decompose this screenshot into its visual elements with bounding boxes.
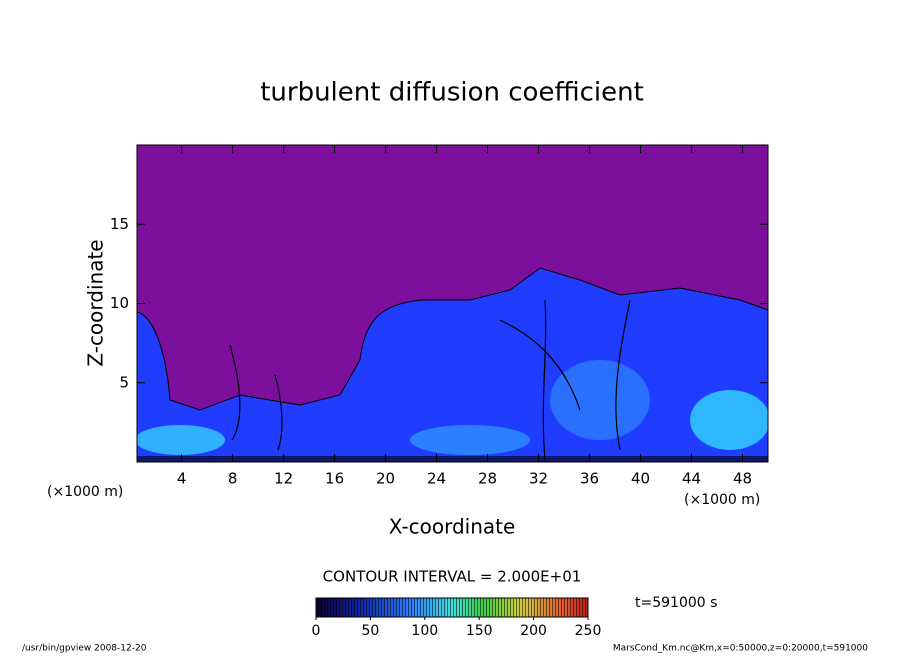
y-unit: (×1000 m) bbox=[47, 484, 123, 500]
x-tick-label: 8 bbox=[228, 470, 238, 488]
x-tick-label: 36 bbox=[580, 470, 599, 488]
field-bottom bbox=[137, 456, 768, 462]
footer-right: MarsCond_Km.nc@Km,x=0:50000,z=0:20000,t=… bbox=[613, 644, 868, 654]
colorbar-tick-label: 250 bbox=[575, 623, 602, 639]
field bbox=[137, 145, 768, 462]
time-label: t=591000 s bbox=[635, 595, 717, 611]
x-tick-label: 4 bbox=[177, 470, 187, 488]
colorbar-tick-label: 50 bbox=[361, 623, 379, 639]
colorbar-stripes bbox=[315, 597, 589, 618]
field-cyan bbox=[410, 425, 530, 455]
y-tick-label: 15 bbox=[110, 215, 129, 233]
y-axis-title: Z-coordinate bbox=[84, 239, 108, 366]
colorbar-tick-label: 150 bbox=[466, 623, 493, 639]
contour-interval: CONTOUR INTERVAL = 2.000E+01 bbox=[323, 568, 582, 586]
colorbar-tick-label: 200 bbox=[520, 623, 547, 639]
x-axis-title: X-coordinate bbox=[389, 515, 516, 539]
x-tick-label: 28 bbox=[478, 470, 497, 488]
colorbar-tick-label: 100 bbox=[411, 623, 438, 639]
y-tick-label: 10 bbox=[110, 294, 129, 312]
x-tick-label: 40 bbox=[631, 470, 650, 488]
contour-line bbox=[137, 267, 768, 411]
x-tick-label: 32 bbox=[529, 470, 548, 488]
x-tick-label: 16 bbox=[325, 470, 344, 488]
colorbar-tick-label: 0 bbox=[312, 623, 321, 639]
x-tick-label: 12 bbox=[274, 470, 293, 488]
x-tick-label: 24 bbox=[427, 470, 446, 488]
x-unit: (×1000 m) bbox=[684, 492, 760, 508]
chart-title: turbulent diffusion coefficient bbox=[260, 78, 644, 108]
y-tick-label: 5 bbox=[119, 373, 129, 391]
x-tick-label: 44 bbox=[682, 470, 701, 488]
contour-line bbox=[229, 299, 631, 461]
x-tick-label: 48 bbox=[733, 470, 752, 488]
field-cyan bbox=[137, 425, 225, 455]
x-tick-label: 20 bbox=[376, 470, 395, 488]
footer-left: /usr/bin/gpview 2008-12-20 bbox=[22, 644, 147, 654]
field-cyan bbox=[550, 360, 650, 440]
field-cyan bbox=[690, 390, 768, 450]
